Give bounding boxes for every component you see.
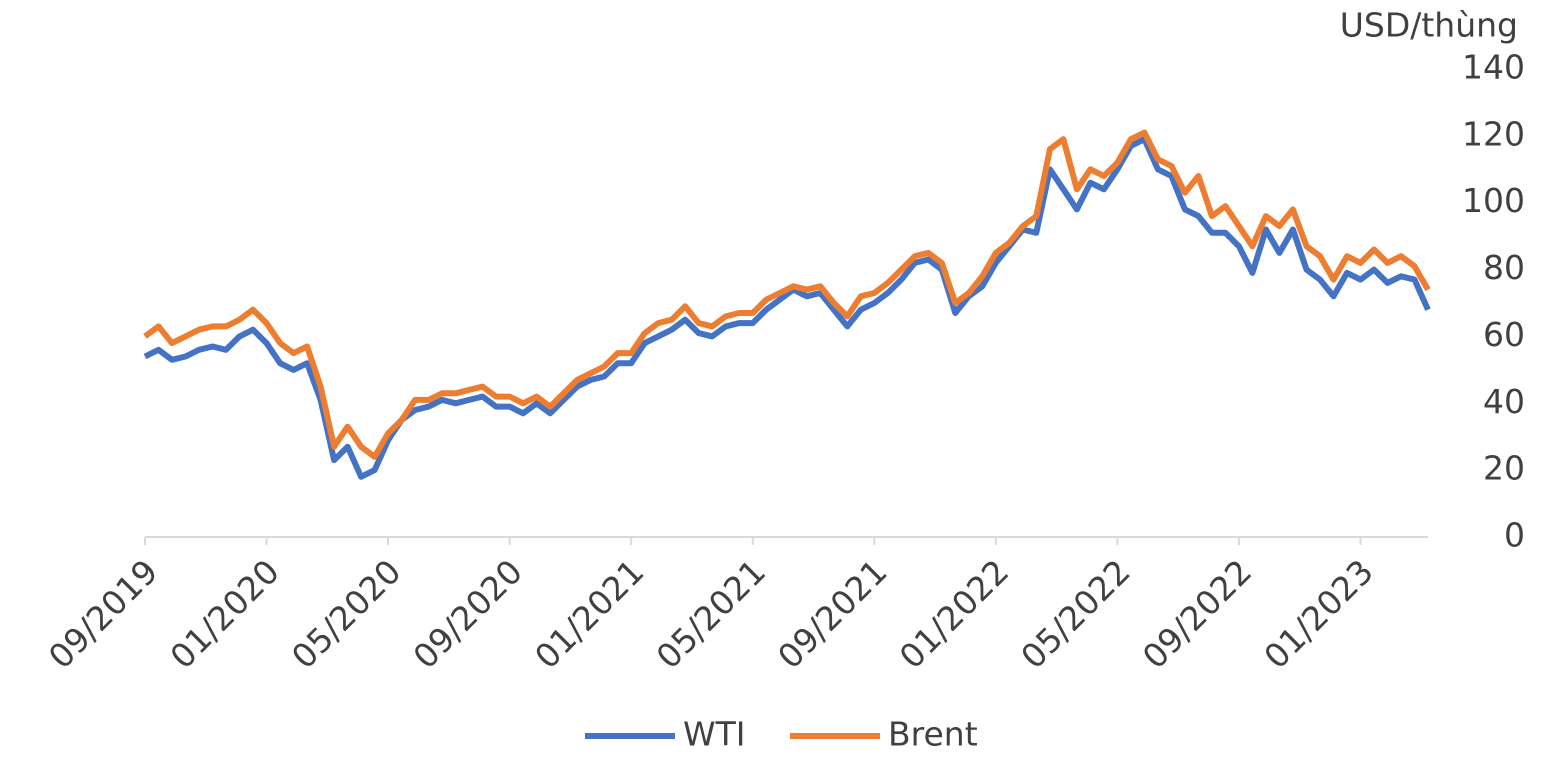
y-tick-label: 80 <box>1483 248 1525 287</box>
x-tick-label: 01/2023 <box>1256 552 1381 677</box>
y-tick-label: 0 <box>1504 516 1525 555</box>
y-tick-label: 20 <box>1483 449 1525 488</box>
x-tick-label: 05/2020 <box>284 552 409 677</box>
x-tick-label: 05/2021 <box>649 552 774 677</box>
legend-label: Brent <box>888 715 978 754</box>
y-tick-label: 40 <box>1483 382 1525 421</box>
y-axis-label: USD/thùng <box>1340 6 1518 45</box>
y-tick-label: 140 <box>1462 48 1525 87</box>
y-tick-label: 100 <box>1462 181 1525 220</box>
x-tick-label: 09/2020 <box>405 552 530 677</box>
x-tick-label: 09/2021 <box>770 552 895 677</box>
legend-label: WTI <box>683 715 746 754</box>
x-tick-label: 09/2022 <box>1135 552 1260 677</box>
x-tick-label: 05/2022 <box>1013 552 1138 677</box>
y-tick-label: 120 <box>1462 114 1525 153</box>
x-tick-label: 01/2021 <box>527 552 652 677</box>
x-tick-label: 09/2019 <box>41 552 166 677</box>
x-tick-label: 01/2022 <box>892 552 1017 677</box>
x-tick-label: 01/2020 <box>162 552 287 677</box>
line-series <box>143 136 1431 480</box>
line-series <box>143 129 1431 460</box>
y-tick-label: 60 <box>1483 315 1525 354</box>
